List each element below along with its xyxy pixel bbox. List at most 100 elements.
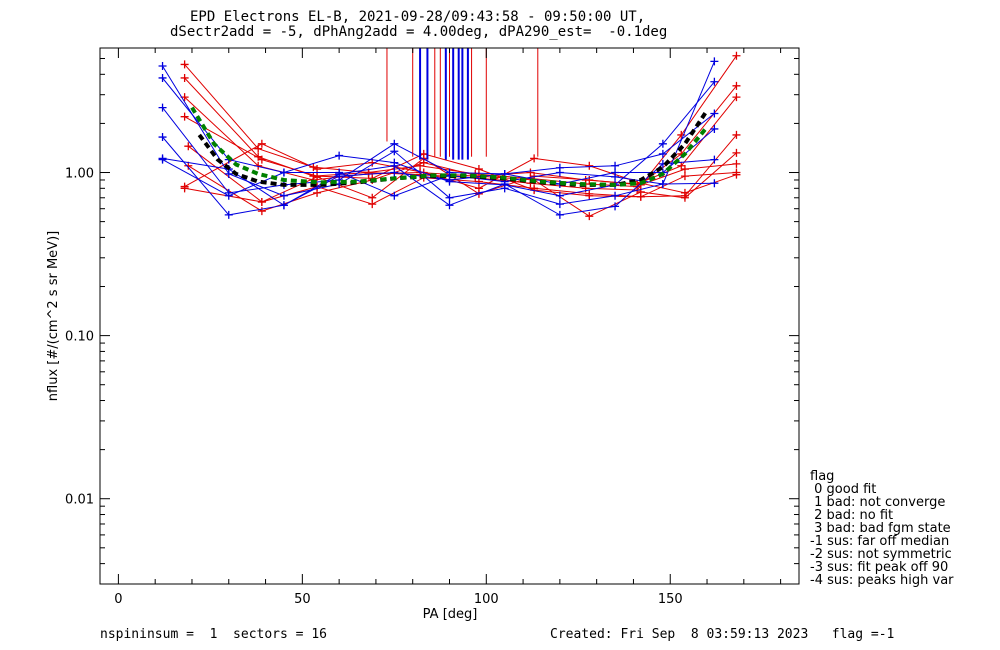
x-tick-label: 0 xyxy=(114,592,122,607)
green-fit-curve xyxy=(190,106,709,187)
data-point-marker xyxy=(611,202,620,211)
fit-layer xyxy=(190,106,709,187)
black-fit-curve xyxy=(197,109,709,187)
data-point-marker xyxy=(658,149,667,158)
data-point-marker xyxy=(368,193,377,202)
data-point-marker xyxy=(158,73,167,82)
data-point-marker xyxy=(313,165,322,174)
data-point-marker xyxy=(526,168,535,177)
data-point-marker xyxy=(710,155,719,164)
data-point-marker xyxy=(611,161,620,170)
x-tick-label: 50 xyxy=(294,592,311,607)
data-point-marker xyxy=(180,60,189,69)
data-point-marker xyxy=(445,201,454,210)
data-point-marker xyxy=(474,165,483,174)
data-point-marker xyxy=(257,155,266,164)
data-point-marker xyxy=(180,73,189,82)
data-point-marker xyxy=(445,175,454,184)
legend-item: -2 sus: not symmetric xyxy=(810,547,952,562)
data-point-marker xyxy=(180,112,189,121)
data-point-marker xyxy=(555,191,564,200)
legend-item: 1 bad: not converge xyxy=(810,495,946,510)
data-point-marker xyxy=(445,193,454,202)
series-line xyxy=(184,55,737,191)
data-point-marker xyxy=(184,142,193,151)
data-point-marker xyxy=(390,161,399,170)
data-point-marker xyxy=(279,191,288,200)
data-point-marker xyxy=(335,172,344,181)
data-point-marker xyxy=(335,151,344,160)
data-point-marker xyxy=(158,103,167,112)
data-point-marker xyxy=(313,188,322,197)
data-point-marker xyxy=(390,168,399,177)
data-point-marker xyxy=(658,180,667,189)
y-tick-label: 0.01 xyxy=(65,493,94,508)
data-point-marker xyxy=(530,154,539,163)
data-point-marker xyxy=(279,168,288,177)
data-point-marker xyxy=(180,182,189,191)
legend-item: -3 sus: fit peak off 90 xyxy=(810,560,949,575)
y-tick-label: 0.10 xyxy=(65,330,94,345)
series-line xyxy=(184,116,737,198)
data-point-marker xyxy=(732,168,741,177)
data-point-marker xyxy=(611,191,620,200)
data-point-marker xyxy=(732,81,741,90)
data-point-marker xyxy=(710,109,719,118)
data-point-marker xyxy=(710,77,719,86)
data-point-marker xyxy=(710,179,719,188)
data-point-marker xyxy=(732,93,741,102)
data-point-marker xyxy=(555,200,564,209)
data-point-marker xyxy=(158,154,167,163)
data-point-marker xyxy=(710,124,719,133)
data-point-marker xyxy=(279,201,288,210)
legend-item: -1 sus: far off median xyxy=(810,534,950,549)
data-point-marker xyxy=(732,130,741,139)
data-point-marker xyxy=(585,212,594,221)
data-point-marker xyxy=(658,139,667,148)
footer-created-info: Created: Fri Sep 8 03:59:13 2023 flag =-… xyxy=(550,627,895,642)
data-point-marker xyxy=(257,139,266,148)
data-point-marker xyxy=(732,148,741,157)
series-line xyxy=(184,77,737,188)
chart-subtitle: dSectr2add = -5, dPhAng2add = 4.00deg, d… xyxy=(170,24,668,40)
series-line xyxy=(184,96,737,185)
data-point-marker xyxy=(257,207,266,216)
flag-legend: flag 0 good fit 1 bad: not converge 2 ba… xyxy=(810,470,954,587)
legend-item: 2 bad: no fit xyxy=(810,508,894,523)
data-point-marker xyxy=(732,51,741,60)
x-tick-label: 100 xyxy=(474,592,499,607)
data-point-marker xyxy=(585,161,594,170)
data-point-marker xyxy=(390,147,399,156)
vertical-marker-layer xyxy=(386,48,539,160)
y-tick-label: 1.00 xyxy=(65,167,94,182)
y-axis-label: nflux [#/(cm^2 s sr MeV)] xyxy=(46,231,61,401)
data-point-marker xyxy=(732,159,741,168)
data-point-marker xyxy=(636,192,645,201)
data-point-marker xyxy=(555,210,564,219)
data-point-marker xyxy=(158,61,167,70)
legend-item: 3 bad: bad fgm state xyxy=(810,521,951,536)
data-point-marker xyxy=(224,191,233,200)
data-point-marker xyxy=(224,210,233,219)
data-point-marker xyxy=(257,197,266,206)
footer-sector-info: nspininsum = 1 sectors = 16 xyxy=(100,627,327,642)
data-point-marker xyxy=(585,191,594,200)
data-point-marker xyxy=(585,175,594,184)
legend-title: flag xyxy=(810,469,835,484)
data-point-marker xyxy=(555,168,564,177)
legend-item: 0 good fit xyxy=(810,482,877,497)
data-point-marker xyxy=(680,188,689,197)
data-point-marker xyxy=(419,149,428,158)
data-point-marker xyxy=(184,161,193,170)
x-axis-label: PA [deg] xyxy=(423,607,478,622)
chart-title: EPD Electrons EL-B, 2021-09-28/09:43:58 … xyxy=(190,9,646,25)
x-tick-label: 150 xyxy=(658,592,683,607)
data-point-marker xyxy=(611,168,620,177)
data-point-marker xyxy=(390,191,399,200)
data-point-marker xyxy=(680,172,689,181)
data-point-marker xyxy=(680,165,689,174)
data-point-marker xyxy=(390,139,399,148)
data-point-marker xyxy=(710,57,719,66)
data-point-marker xyxy=(313,172,322,181)
